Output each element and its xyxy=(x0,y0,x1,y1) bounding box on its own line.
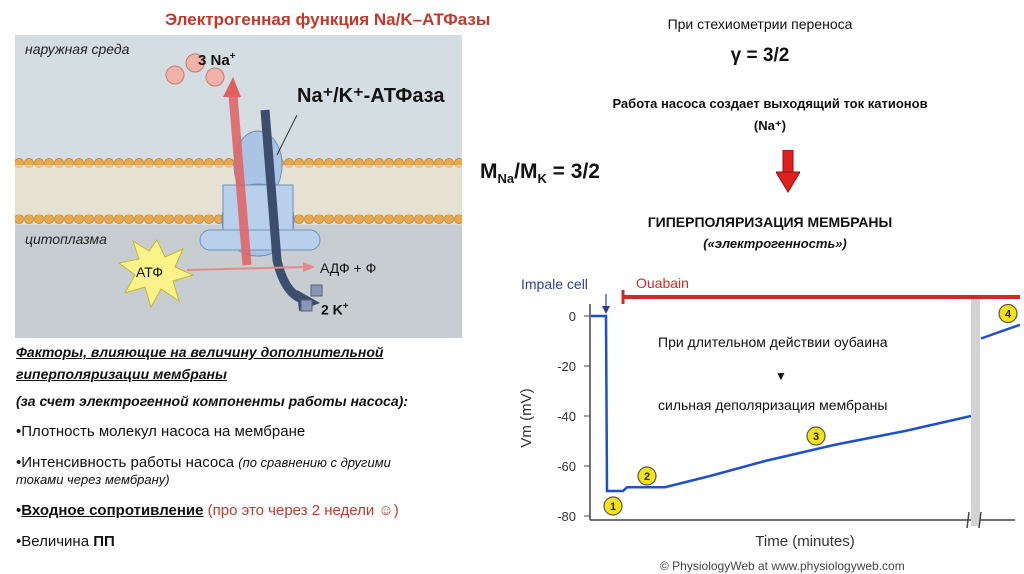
y-tick-label: -40 xyxy=(557,409,576,424)
marker-4 xyxy=(998,303,1018,324)
pump-current-text: Работа насоса создает выходящий ток кати… xyxy=(612,96,928,111)
note-long-ouabain: При длительном действии оубаина xyxy=(658,334,888,350)
cytoplasm-label: цитоплазма xyxy=(25,231,107,247)
chart-svg: 0 -20 -40 -60 -80 Vm (mV) Time (minutes) Impale… xyxy=(518,275,1021,573)
membrane-illustration xyxy=(15,53,462,338)
marker-label-2: 2 xyxy=(644,471,650,483)
marker-label-1: 1 xyxy=(610,501,616,513)
outside-label: наружная среда xyxy=(25,41,130,57)
factor-density: •Плотность молекул насоса на мембране xyxy=(16,423,306,440)
x-axis-label: Time (minutes) xyxy=(755,533,854,550)
atp-star xyxy=(117,239,195,309)
ouabain-label: Ouabain xyxy=(636,275,689,291)
hyper-title: ГИПЕРПОЛЯРИЗАЦИЯ МЕМБРАНЫ xyxy=(647,214,893,230)
membrane-potential-chart: 0 -20 -40 -60 -80 Vm (mV) Time (minutes) Impale… xyxy=(505,268,1021,574)
impale-arrowhead xyxy=(602,306,610,314)
y-tick-label: -20 xyxy=(557,359,576,374)
factor-resistance: •Входное сопротивление (про это через 2 … xyxy=(16,502,399,519)
hyper-sub: («электрогенность») xyxy=(703,236,847,251)
factors-heading-2: гиперполяризации мембраны xyxy=(16,366,227,382)
bilayer xyxy=(15,158,462,224)
y-tick-label: -80 xyxy=(557,509,576,524)
marker-2 xyxy=(637,466,657,486)
note-arrow: ▼ xyxy=(775,369,787,383)
time-break xyxy=(971,298,980,526)
y-tick-label: 0 xyxy=(569,309,576,324)
atp-label: АТФ xyxy=(136,264,163,280)
factors-list: Факторы, влияющие на величину дополнител… xyxy=(16,341,476,550)
y-axis-label: Vm (mV) xyxy=(518,388,535,447)
factors-sub: (за счет электрогенной компоненты работы… xyxy=(16,393,408,409)
break-mark xyxy=(978,511,982,529)
credit-line: © PhysiologyWeb at www.physiologyweb.com xyxy=(660,559,905,573)
stoich-line: При стехиометрии переноса xyxy=(667,16,853,32)
pump-label: Na⁺/K⁺-АТФаза xyxy=(297,85,445,107)
adp-label: АДФ + Ф xyxy=(320,260,377,276)
na-ions-label: 3 Na+ xyxy=(198,51,236,69)
y-tick-label: -60 xyxy=(557,459,576,474)
gamma-value: γ = 3/2 xyxy=(730,45,790,66)
marker-label-3: 3 xyxy=(813,431,819,443)
vm-trace xyxy=(591,314,972,493)
k-ions-label: 2 K+ xyxy=(321,301,349,318)
ratio-formula: MNa/MK = 3/2 xyxy=(480,160,600,187)
marker-3 xyxy=(806,426,826,446)
slide-title: Электрогенная функция Na/K–АТФазы xyxy=(165,10,491,29)
note-depolarization: сильная деполяризация мембраны xyxy=(658,397,887,413)
down-arrow-icon xyxy=(776,150,800,193)
pump-figure: наружная среда 3 Na+ Na⁺/K⁺-АТФаза цитоп… xyxy=(15,35,462,338)
factor-intensity: •Интенсивность работы насоса (по сравнен… xyxy=(16,454,391,487)
marker-1 xyxy=(603,496,623,516)
break-mark xyxy=(966,511,970,529)
impale-label: Impale cell xyxy=(521,276,588,292)
factors-heading-1: Факторы, влияющие на величину дополнител… xyxy=(16,344,384,360)
factor-rmp: •Величина ПП xyxy=(16,533,115,550)
marker-label-4: 4 xyxy=(1005,309,1012,321)
na-paren: (Na⁺) xyxy=(753,118,787,133)
vm-trace-late xyxy=(980,323,1021,340)
